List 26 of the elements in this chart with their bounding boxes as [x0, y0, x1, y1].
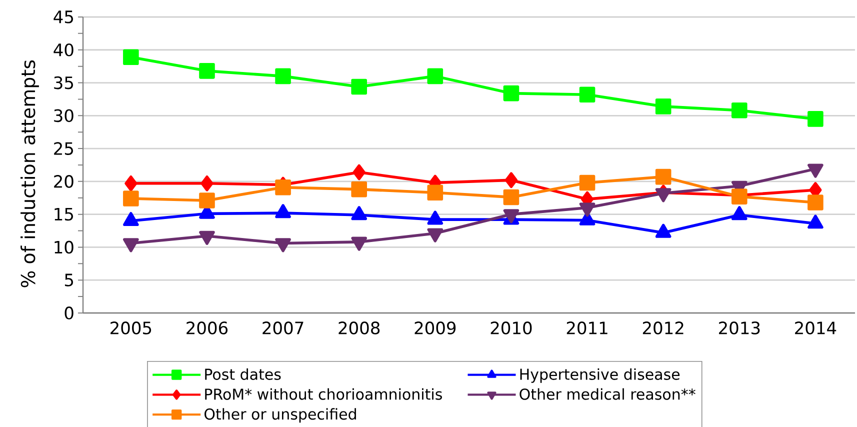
y-tick-label: 40	[54, 43, 74, 56]
y-tick-label: 5	[64, 274, 73, 286]
x-tick-label: 2010	[490, 322, 532, 334]
x-tick-label: 2007	[262, 322, 304, 334]
y-tick-label: 20	[54, 174, 74, 188]
y-axis-title: % of induction attempts	[20, 60, 39, 288]
x-tick-label: 2012	[642, 322, 684, 334]
legend-label: PRoM* without chorioamnionitis	[205, 388, 442, 400]
y-tick-label: 45	[54, 10, 73, 24]
x-tick-label: 2008	[338, 322, 380, 334]
y-tick-label: 30	[54, 109, 74, 122]
legend-label: Other or unspecified	[204, 408, 356, 423]
legend-label: Other medical reason**	[520, 388, 696, 400]
x-tick-label: 2011	[566, 322, 608, 334]
y-tick-label: 25	[54, 142, 73, 155]
x-tick-label: 2005	[110, 322, 152, 334]
y-tick-label: 0	[64, 306, 74, 320]
legend-label: Hypertensive disease	[520, 368, 680, 383]
y-tick-label: 35	[54, 76, 73, 90]
x-tick-label: 2009	[414, 322, 456, 334]
x-tick-label: 2014	[795, 322, 836, 334]
y-tick-label: 10	[54, 240, 74, 254]
x-tick-label: 2013	[718, 322, 760, 334]
y-tick-label: 15	[54, 208, 73, 221]
x-tick-label: 2006	[186, 322, 228, 334]
legend-label: Post dates	[205, 368, 281, 380]
